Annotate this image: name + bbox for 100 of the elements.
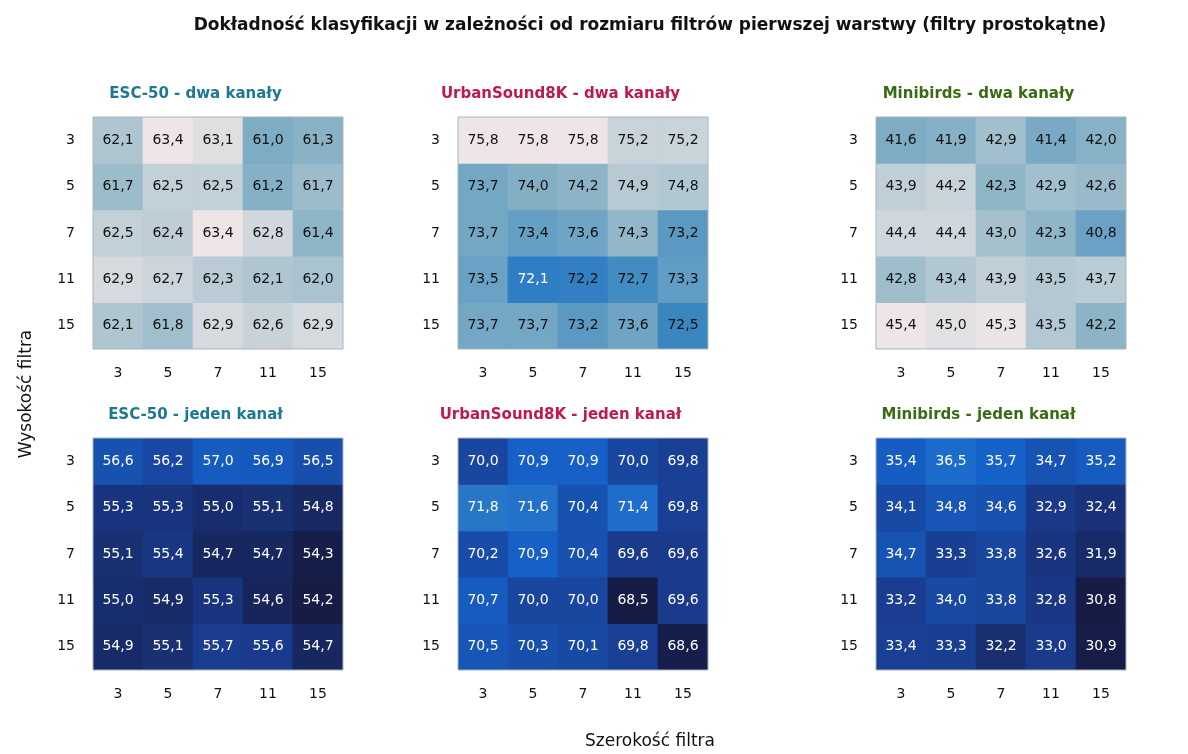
x-tick-label: 3 — [896, 685, 906, 702]
data-label: 70,7 — [467, 591, 499, 608]
data-label: 75,8 — [467, 130, 499, 147]
x-tick-label: 11 — [624, 364, 642, 381]
data-label: 55,7 — [202, 637, 234, 654]
data-label: 54,9 — [152, 591, 184, 608]
chart-title: Minibirds - jeden kanał — [881, 404, 1076, 423]
x-tick-label: 3 — [113, 364, 123, 381]
x-tick-label: 7 — [213, 685, 223, 702]
data-label: 33,8 — [985, 591, 1017, 608]
y-tick-label: 5 — [849, 177, 858, 194]
data-label: 35,4 — [885, 451, 917, 468]
data-label: 61,3 — [302, 130, 334, 147]
data-label: 61,0 — [252, 130, 284, 147]
data-label: 41,9 — [935, 130, 967, 147]
data-label: 55,1 — [102, 544, 134, 561]
data-label: 44,2 — [935, 177, 967, 194]
data-label: 73,7 — [517, 316, 549, 333]
data-label: 62,4 — [152, 223, 184, 240]
data-label: 54,7 — [202, 544, 234, 561]
data-label: 54,2 — [302, 591, 334, 608]
y-tick-label: 15 — [422, 316, 440, 333]
y-tick-label: 3 — [431, 451, 440, 468]
data-label: 55,1 — [252, 498, 284, 515]
data-label: 33,3 — [935, 544, 967, 561]
data-label: 42,6 — [1085, 177, 1117, 194]
data-label: 42,9 — [1035, 177, 1067, 194]
data-label: 62,9 — [302, 316, 334, 333]
data-label: 55,3 — [202, 591, 234, 608]
data-label: 43,5 — [1035, 270, 1067, 287]
x-tick-label: 7 — [213, 364, 223, 381]
data-label: 73,6 — [617, 316, 649, 333]
x-tick-label: 5 — [946, 685, 956, 702]
data-label: 55,4 — [152, 544, 184, 561]
data-label: 34,0 — [935, 591, 967, 608]
data-label: 63,1 — [202, 130, 234, 147]
data-label: 42,0 — [1085, 130, 1117, 147]
y-tick-label: 3 — [849, 130, 858, 147]
y-tick-label: 5 — [66, 498, 75, 515]
x-axis-title: Szerokość filtra — [584, 730, 716, 750]
data-label: 72,1 — [517, 270, 549, 287]
data-label: 35,2 — [1085, 451, 1117, 468]
data-label: 62,9 — [202, 316, 234, 333]
data-label: 71,4 — [617, 498, 649, 515]
x-tick-label: 5 — [528, 364, 538, 381]
data-label: 41,4 — [1035, 130, 1067, 147]
data-label: 34,6 — [985, 498, 1017, 515]
data-label: 32,8 — [1035, 591, 1067, 608]
data-label: 69,8 — [667, 451, 699, 468]
data-label: 43,9 — [985, 270, 1017, 287]
data-label: 33,4 — [885, 637, 917, 654]
data-label: 73,6 — [567, 223, 599, 240]
y-tick-label: 5 — [66, 177, 75, 194]
data-label: 72,7 — [617, 270, 649, 287]
data-label: 62,1 — [102, 130, 134, 147]
data-label: 72,2 — [567, 270, 599, 287]
x-tick-label: 5 — [163, 685, 173, 702]
data-label: 55,3 — [152, 498, 184, 515]
y-tick-label: 15 — [57, 316, 75, 333]
y-tick-label: 7 — [431, 223, 440, 240]
data-label: 70,0 — [517, 591, 549, 608]
data-label: 32,2 — [985, 637, 1017, 654]
data-label: 41,6 — [885, 130, 917, 147]
data-label: 62,1 — [252, 270, 284, 287]
data-label: 33,8 — [985, 544, 1017, 561]
y-axis-title: Wysokość filtra — [15, 329, 35, 459]
data-label: 33,0 — [1035, 637, 1067, 654]
data-label: 62,5 — [152, 177, 184, 194]
x-tick-label: 5 — [946, 364, 956, 381]
data-label: 69,6 — [617, 544, 649, 561]
data-label: 75,8 — [567, 130, 599, 147]
data-label: 56,2 — [152, 451, 184, 468]
data-label: 30,9 — [1085, 637, 1117, 654]
y-tick-label: 15 — [840, 637, 858, 654]
y-tick-label: 7 — [431, 544, 440, 561]
y-tick-label: 11 — [840, 270, 858, 287]
data-label: 70,1 — [567, 637, 599, 654]
data-label: 61,7 — [102, 177, 134, 194]
data-label: 70,9 — [567, 451, 599, 468]
data-label: 74,3 — [617, 223, 649, 240]
data-label: 34,7 — [1035, 451, 1067, 468]
y-tick-label: 7 — [66, 544, 75, 561]
chart-title: ESC-50 - jeden kanał — [108, 404, 284, 423]
data-label: 70,2 — [467, 544, 499, 561]
data-label: 62,5 — [202, 177, 234, 194]
x-tick-label: 3 — [113, 685, 123, 702]
data-label: 56,5 — [302, 451, 334, 468]
data-label: 62,6 — [252, 316, 284, 333]
data-label: 56,6 — [102, 451, 134, 468]
chart-title: ESC-50 - dwa kanały — [109, 83, 282, 102]
data-label: 32,4 — [1085, 498, 1117, 515]
data-label: 73,7 — [467, 316, 499, 333]
data-label: 69,6 — [667, 591, 699, 608]
data-label: 54,3 — [302, 544, 334, 561]
data-label: 55,3 — [102, 498, 134, 515]
x-tick-label: 3 — [896, 364, 906, 381]
data-label: 34,7 — [885, 544, 917, 561]
data-label: 73,7 — [467, 177, 499, 194]
data-label: 55,6 — [252, 637, 284, 654]
text: Dokładność klasyfikacji w zależności od rozmiaru filtrów pierwszej warstwy (filtry prostokątne) — [192, 14, 1108, 34]
